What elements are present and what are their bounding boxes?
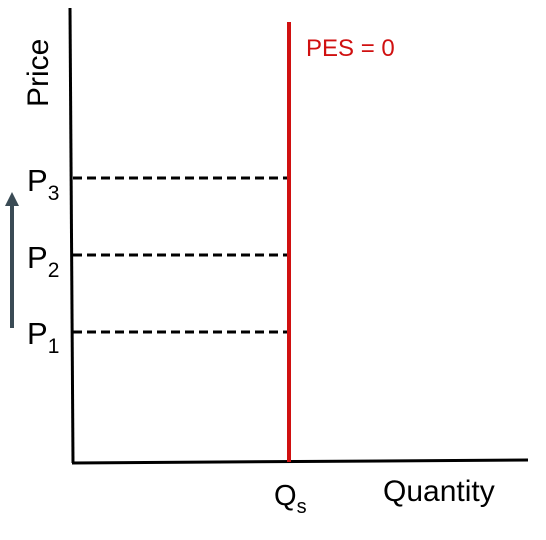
- price-label: P2: [27, 240, 59, 282]
- y-axis: [68, 7, 75, 464]
- arrow-head: [5, 192, 19, 206]
- price-subscript: 1: [48, 335, 60, 358]
- curve-label: PES = 0: [306, 35, 395, 62]
- quantity-letter: Q: [274, 480, 297, 512]
- price-label: P3: [27, 163, 59, 205]
- price-letter: P: [27, 240, 48, 275]
- y-axis-label: Price: [22, 39, 55, 107]
- price-letter: P: [27, 163, 48, 198]
- price-subscript: 3: [48, 182, 60, 205]
- quantity-label: Qs: [274, 480, 307, 518]
- x-axis-label: Quantity: [383, 475, 495, 508]
- price-letter: P: [27, 316, 48, 351]
- x-axis: [71, 458, 529, 465]
- price-subscript: 2: [48, 259, 60, 282]
- price-label: P1: [27, 316, 59, 358]
- quantity-subscript: s: [297, 496, 307, 518]
